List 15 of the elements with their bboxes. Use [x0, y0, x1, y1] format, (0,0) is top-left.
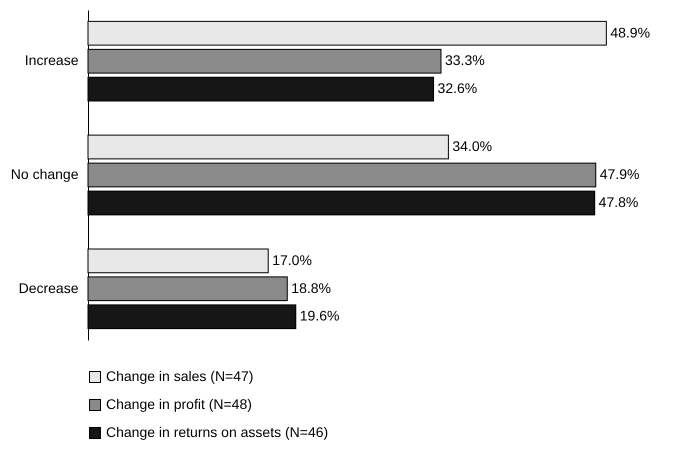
- data-label: 48.9%: [610, 24, 650, 40]
- legend-label: Change in returns on assets (N=46): [106, 424, 328, 440]
- data-label: 47.8%: [598, 194, 638, 210]
- data-label: 33.3%: [444, 52, 485, 68]
- data-label: 19.6%: [300, 308, 340, 324]
- legend-label: Change in profit (N=48): [106, 396, 252, 412]
- y-tick-label: Increase: [24, 52, 79, 68]
- data-label: 47.9%: [600, 166, 640, 182]
- data-label: 32.6%: [438, 80, 478, 96]
- y-tick-label: Decrease: [18, 280, 79, 296]
- y-tick-label: No change: [10, 166, 79, 182]
- data-label: 17.0%: [272, 252, 312, 268]
- data-label: 34.0%: [452, 138, 492, 154]
- legend-label: Change in sales (N=47): [106, 368, 254, 384]
- data-label: 18.8%: [291, 280, 331, 296]
